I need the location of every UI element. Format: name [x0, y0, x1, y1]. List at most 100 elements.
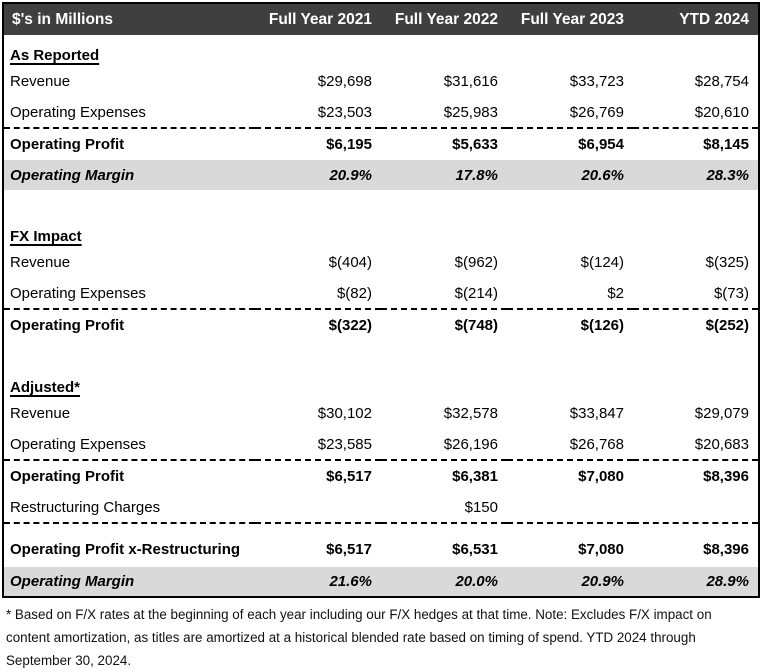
table-row: Operating Expenses $(82) $(214) $2 $(73): [3, 278, 759, 309]
spacer-row: [3, 190, 759, 216]
cell-value: $32,578: [443, 405, 498, 422]
cell-value: $(252): [633, 308, 759, 341]
row-label-text: Operating Expenses: [10, 284, 146, 302]
cell-value: $8,145: [633, 127, 759, 160]
cell-value: $6,954: [507, 127, 633, 160]
cell-value: $6,517: [255, 522, 381, 567]
cell-value: [633, 35, 759, 66]
cell-value: $(748): [381, 308, 507, 341]
cell-value: $26,196: [443, 435, 498, 453]
cell-value: [381, 341, 507, 367]
cell-value: $(73): [713, 284, 749, 302]
table-row: Operating Margin 20.9% 17.8% 20.6% 28.3%: [3, 160, 759, 190]
cell-value: [507, 367, 633, 398]
row-label-text: FX Impact: [10, 228, 82, 245]
cell-value: [381, 190, 507, 216]
table-row: Revenue $30,102 $32,578 $33,847 $29,079: [3, 398, 759, 429]
cell-value: [255, 492, 381, 523]
cell-value: 17.8%: [381, 160, 507, 190]
row-label: [3, 341, 255, 367]
cell-value: [633, 367, 759, 398]
cell-value: $29,079: [694, 405, 749, 422]
cell-value: $(962): [454, 254, 498, 271]
financial-results-table: $'s in Millions Full Year 2021 Full Year …: [2, 2, 760, 598]
cell-value: [381, 35, 507, 66]
row-label: Revenue: [3, 398, 255, 429]
row-label-text: Operating Margin: [10, 166, 135, 184]
row-label-text: Operating Profit: [10, 468, 125, 485]
table-row: Operating Expenses $23,585 $26,196 $26,768 $…: [3, 429, 759, 460]
section-heading: Adjusted*: [3, 367, 255, 398]
row-label-text: Revenue: [10, 254, 71, 271]
cell-value: 28.3%: [633, 160, 759, 190]
row-label-text: Operating Expenses: [10, 435, 146, 453]
cell-value: 21.6%: [255, 567, 381, 597]
year-column-header: YTD 2024: [633, 3, 759, 35]
table-row: FX Impact: [3, 216, 759, 247]
cell-value: $7,080: [507, 522, 633, 567]
cell-value: $(124): [580, 254, 624, 271]
spacer-row: [3, 341, 759, 367]
row-label: Operating Margin: [3, 160, 255, 190]
row-label: Restructuring Charges: [3, 492, 255, 523]
cell-value: [633, 190, 759, 216]
row-label: Operating Profit: [3, 459, 255, 492]
cell-value: [381, 216, 507, 247]
cell-value: $6,531: [381, 522, 507, 567]
year-column-header: Full Year 2022: [381, 3, 507, 35]
table-row: Revenue $29,698 $31,616 $33,723 $28,754: [3, 66, 759, 97]
row-label-text: Operating Profit: [10, 317, 125, 334]
row-label-text: Revenue: [10, 405, 71, 422]
cell-value: [255, 35, 381, 66]
cell-value: $(214): [454, 284, 498, 302]
table-row: Operating Profit $6,195 $5,633 $6,954 $8,145: [3, 127, 759, 160]
row-label: Operating Profit: [3, 308, 255, 341]
row-label-text: Restructuring Charges: [10, 498, 161, 516]
cell-value: [255, 367, 381, 398]
row-label: Operating Profit: [3, 127, 255, 160]
row-label-text: Operating Expenses: [10, 103, 146, 121]
table-row: Operating Profit $6,517 $6,381 $7,080 $8,396: [3, 459, 759, 492]
cell-value: $30,102: [317, 405, 372, 422]
row-label: Operating Expenses: [3, 278, 255, 309]
cell-value: 28.9%: [633, 567, 759, 597]
cell-value: [633, 216, 759, 247]
cell-value: 20.0%: [381, 567, 507, 597]
row-label-text: Operating Margin: [10, 573, 135, 590]
year-column-header: Full Year 2021: [255, 3, 381, 35]
cell-value: $25,983: [443, 103, 498, 121]
footnote: * Based on F/X rates at the beginning of…: [6, 607, 712, 669]
cell-value: $(126): [507, 308, 633, 341]
table-row: Operating Profit $(322) $(748) $(126) $(252): [3, 308, 759, 341]
cell-value: [633, 492, 759, 523]
table-row: Operating Expenses $23,503 $25,983 $26,769 $…: [3, 97, 759, 128]
table-row: Restructuring Charges $150: [3, 492, 759, 523]
row-label: Operating Profit x-Restructuring: [3, 522, 255, 567]
table-row: Operating Profit x-Restructuring $6,517 $6…: [3, 522, 759, 567]
cell-value: $28,754: [694, 73, 749, 90]
row-label: [3, 190, 255, 216]
row-label: Operating Expenses: [3, 429, 255, 460]
cell-value: [507, 190, 633, 216]
cell-value: $26,768: [569, 435, 624, 453]
row-label-text: As Reported: [10, 47, 100, 64]
cell-value: $150: [464, 498, 498, 516]
table-header-row: $'s in Millions Full Year 2021 Full Year …: [3, 3, 759, 35]
cell-value: $8,396: [633, 522, 759, 567]
row-label-text: Operating Profit x-Restructuring: [10, 541, 241, 558]
table-row: Operating Margin 21.6% 20.0% 20.9% 28.9%: [3, 567, 759, 597]
cell-value: 20.9%: [507, 567, 633, 597]
section-heading: As Reported: [3, 35, 255, 66]
table-row: Revenue $(404) $(962) $(124) $(325): [3, 247, 759, 278]
cell-value: $6,517: [255, 459, 381, 492]
row-label: Revenue: [3, 66, 255, 97]
cell-value: $2: [607, 284, 624, 302]
cell-value: $(325): [705, 254, 749, 271]
cell-value: 20.9%: [255, 160, 381, 190]
row-label: Operating Margin: [3, 567, 255, 597]
section-heading: FX Impact: [3, 216, 255, 247]
table-row: Adjusted*: [3, 367, 759, 398]
cell-value: $31,616: [443, 73, 498, 90]
row-label: Revenue: [3, 247, 255, 278]
